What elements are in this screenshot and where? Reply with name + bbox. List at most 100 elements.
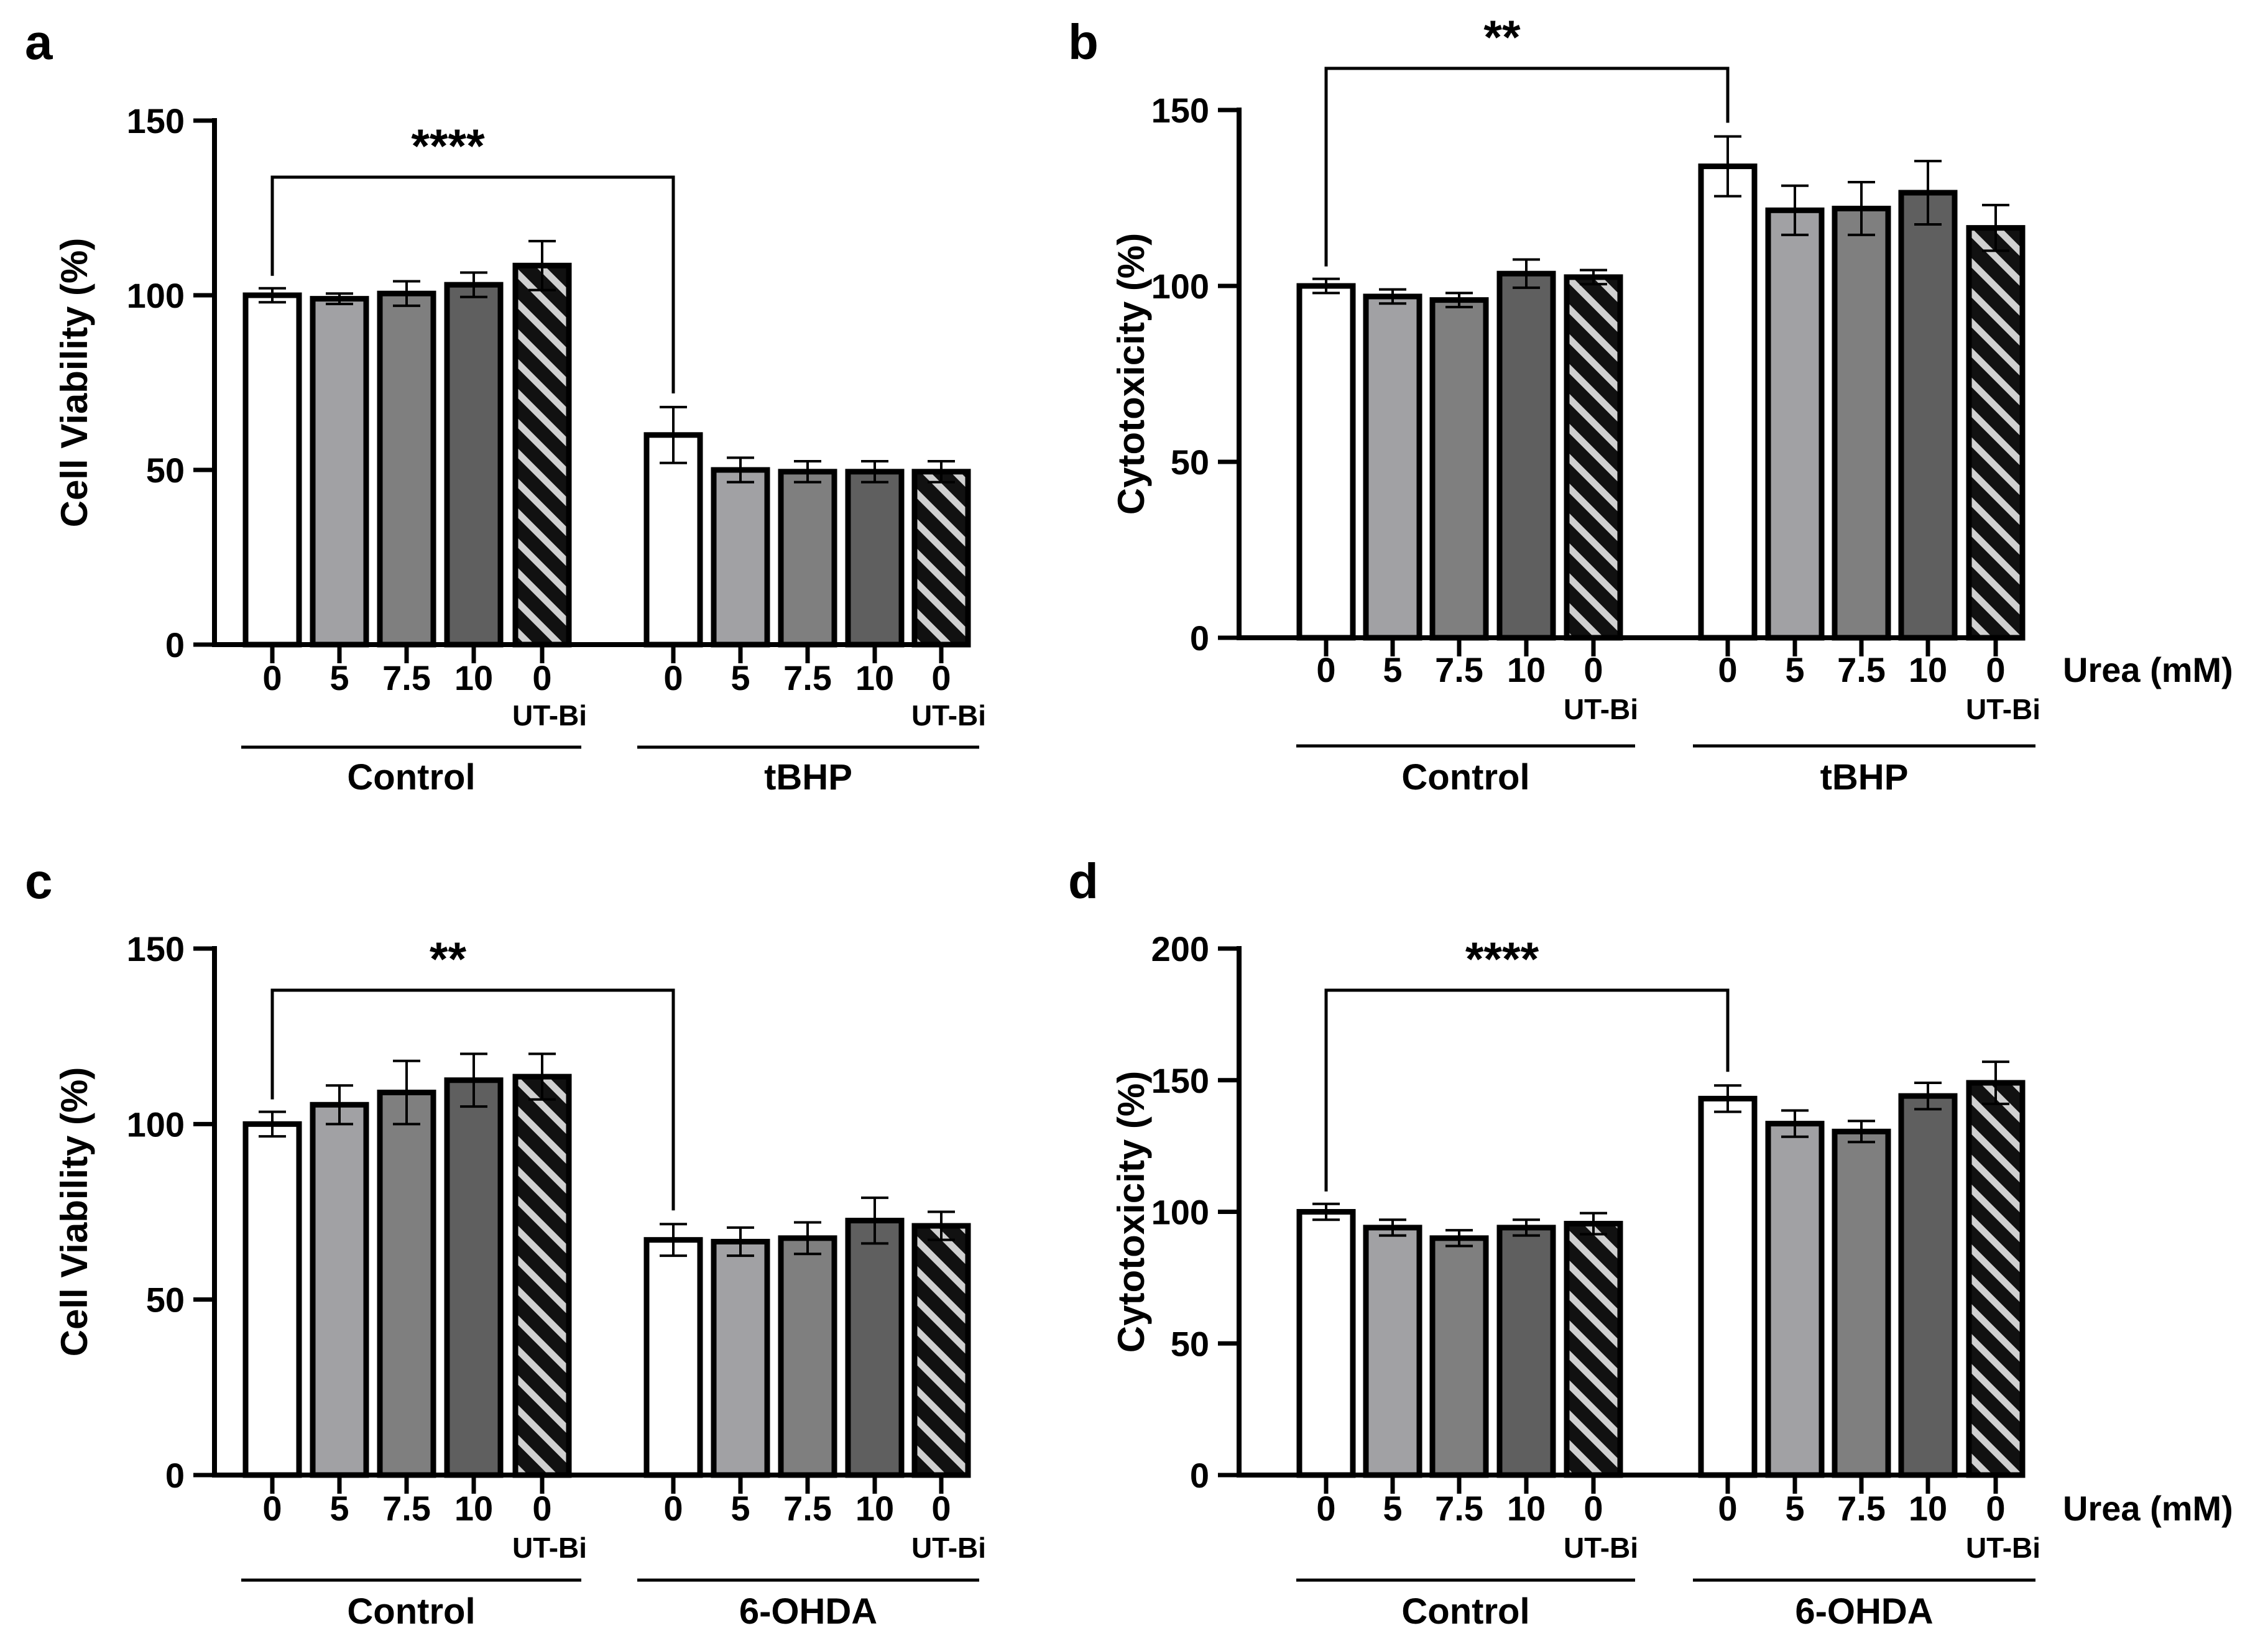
y-tick-label: 0 bbox=[1190, 618, 1209, 658]
x-tick-label: 5 bbox=[731, 658, 750, 697]
y-tick-label: 0 bbox=[1190, 1456, 1209, 1495]
bar bbox=[1496, 1225, 1556, 1478]
panel-label: c bbox=[25, 853, 53, 909]
x-tick-label: 0 bbox=[1316, 1489, 1335, 1528]
x-tick-label: 0 bbox=[1986, 650, 2005, 689]
y-tick-label: 150 bbox=[1151, 1061, 1209, 1100]
significance-bracket bbox=[270, 988, 675, 1211]
x-tick-label: 5 bbox=[1383, 650, 1402, 689]
y-axis-title: Cytotoxicity (%) bbox=[1110, 233, 1152, 515]
bar bbox=[1698, 1095, 1758, 1478]
group-label: Control bbox=[1401, 1591, 1529, 1632]
bar bbox=[512, 1074, 572, 1478]
bar bbox=[778, 1235, 837, 1478]
x-tick-label: 10 bbox=[855, 1489, 894, 1528]
x-tick-label: 10 bbox=[1909, 650, 1947, 689]
bar bbox=[1832, 1128, 1891, 1478]
group-label: Control bbox=[347, 757, 475, 798]
x-tick-label: 7.5 bbox=[1435, 650, 1483, 689]
ut-bi-label: UT-Bi bbox=[512, 699, 587, 732]
group-label: 6-OHDA bbox=[739, 1591, 877, 1632]
panel-label: a bbox=[25, 14, 53, 70]
significance-label: **** bbox=[1465, 933, 1539, 986]
x-tick-label: 5 bbox=[1785, 650, 1804, 689]
bar bbox=[1832, 205, 1891, 641]
x-tick-label: 0 bbox=[262, 1489, 282, 1528]
x-tick-label: 5 bbox=[731, 1489, 750, 1528]
ut-bi-label: UT-Bi bbox=[1564, 693, 1638, 725]
bar bbox=[1898, 1093, 1958, 1478]
x-tick-label: 5 bbox=[330, 658, 349, 697]
ut-bi-label: UT-Bi bbox=[911, 699, 986, 732]
x-tick-label: 10 bbox=[855, 658, 894, 697]
x-tick-label: 0 bbox=[663, 658, 683, 697]
x-tick-label: 7.5 bbox=[382, 1489, 431, 1528]
x-tick-label: 7.5 bbox=[783, 1489, 832, 1528]
x-tick-label: 0 bbox=[1718, 650, 1737, 689]
bar bbox=[1966, 1080, 2026, 1478]
panel-label: b bbox=[1068, 14, 1099, 70]
x-tick-label: 0 bbox=[532, 1489, 551, 1528]
y-tick-label: 150 bbox=[127, 929, 185, 968]
y-tick-label: 0 bbox=[165, 625, 185, 664]
bar bbox=[911, 1223, 971, 1478]
y-axis-title: Cytotoxicity (%) bbox=[1110, 1071, 1152, 1353]
bar bbox=[512, 262, 572, 648]
y-tick-label: 150 bbox=[1151, 91, 1209, 130]
bar bbox=[643, 1237, 703, 1478]
x-unit-label: Urea (mM) bbox=[2063, 1489, 2233, 1528]
x-tick-label: 0 bbox=[1986, 1489, 2005, 1528]
x-tick-label: 0 bbox=[931, 658, 951, 697]
bar bbox=[711, 467, 770, 648]
y-tick-label: 100 bbox=[127, 276, 185, 315]
x-tick-label: 5 bbox=[330, 1489, 349, 1528]
bar bbox=[778, 469, 837, 648]
ut-bi-label: UT-Bi bbox=[1966, 693, 2040, 725]
bar bbox=[1363, 1225, 1422, 1478]
y-tick-label: 0 bbox=[165, 1456, 185, 1495]
panel-label: d bbox=[1068, 853, 1099, 909]
bar bbox=[1429, 297, 1489, 641]
y-tick-label: 100 bbox=[1151, 1193, 1209, 1232]
y-tick-label: 50 bbox=[146, 451, 185, 490]
bar bbox=[1564, 274, 1623, 641]
x-tick-label: 7.5 bbox=[1837, 1489, 1886, 1528]
y-tick-label: 100 bbox=[127, 1105, 185, 1144]
group-label: 6-OHDA bbox=[1795, 1591, 1933, 1632]
y-tick-label: 50 bbox=[146, 1280, 185, 1320]
y-tick-label: 100 bbox=[1151, 267, 1209, 306]
x-tick-label: 10 bbox=[454, 1489, 493, 1528]
y-tick-label: 200 bbox=[1151, 929, 1209, 968]
bar bbox=[845, 1218, 905, 1478]
bar bbox=[1765, 207, 1825, 641]
x-tick-label: 7.5 bbox=[1837, 650, 1886, 689]
significance-label: **** bbox=[411, 120, 485, 173]
group-label: tBHP bbox=[764, 757, 852, 798]
x-tick-label: 0 bbox=[262, 658, 282, 697]
y-tick-label: 50 bbox=[1171, 443, 1209, 482]
group-label: tBHP bbox=[1820, 757, 1909, 798]
ut-bi-label: UT-Bi bbox=[911, 1532, 986, 1564]
significance-label: ** bbox=[430, 933, 467, 986]
bar bbox=[310, 1101, 369, 1478]
group-label: Control bbox=[1401, 757, 1529, 798]
x-tick-label: 10 bbox=[454, 658, 493, 697]
bar bbox=[911, 469, 971, 648]
significance-bracket bbox=[1324, 988, 1730, 1192]
group-label: Control bbox=[347, 1591, 475, 1632]
x-tick-label: 5 bbox=[1383, 1489, 1402, 1528]
x-tick-label: 10 bbox=[1909, 1489, 1947, 1528]
x-tick-label: 7.5 bbox=[1435, 1489, 1483, 1528]
x-tick-label: 0 bbox=[663, 1489, 683, 1528]
significance-bracket bbox=[270, 175, 675, 393]
bar bbox=[1966, 225, 2026, 641]
bar bbox=[1698, 163, 1758, 641]
bar bbox=[377, 290, 436, 648]
significance-label: ** bbox=[1483, 11, 1521, 64]
bar bbox=[845, 469, 905, 648]
x-tick-label: 0 bbox=[532, 658, 551, 697]
bar bbox=[310, 296, 369, 648]
